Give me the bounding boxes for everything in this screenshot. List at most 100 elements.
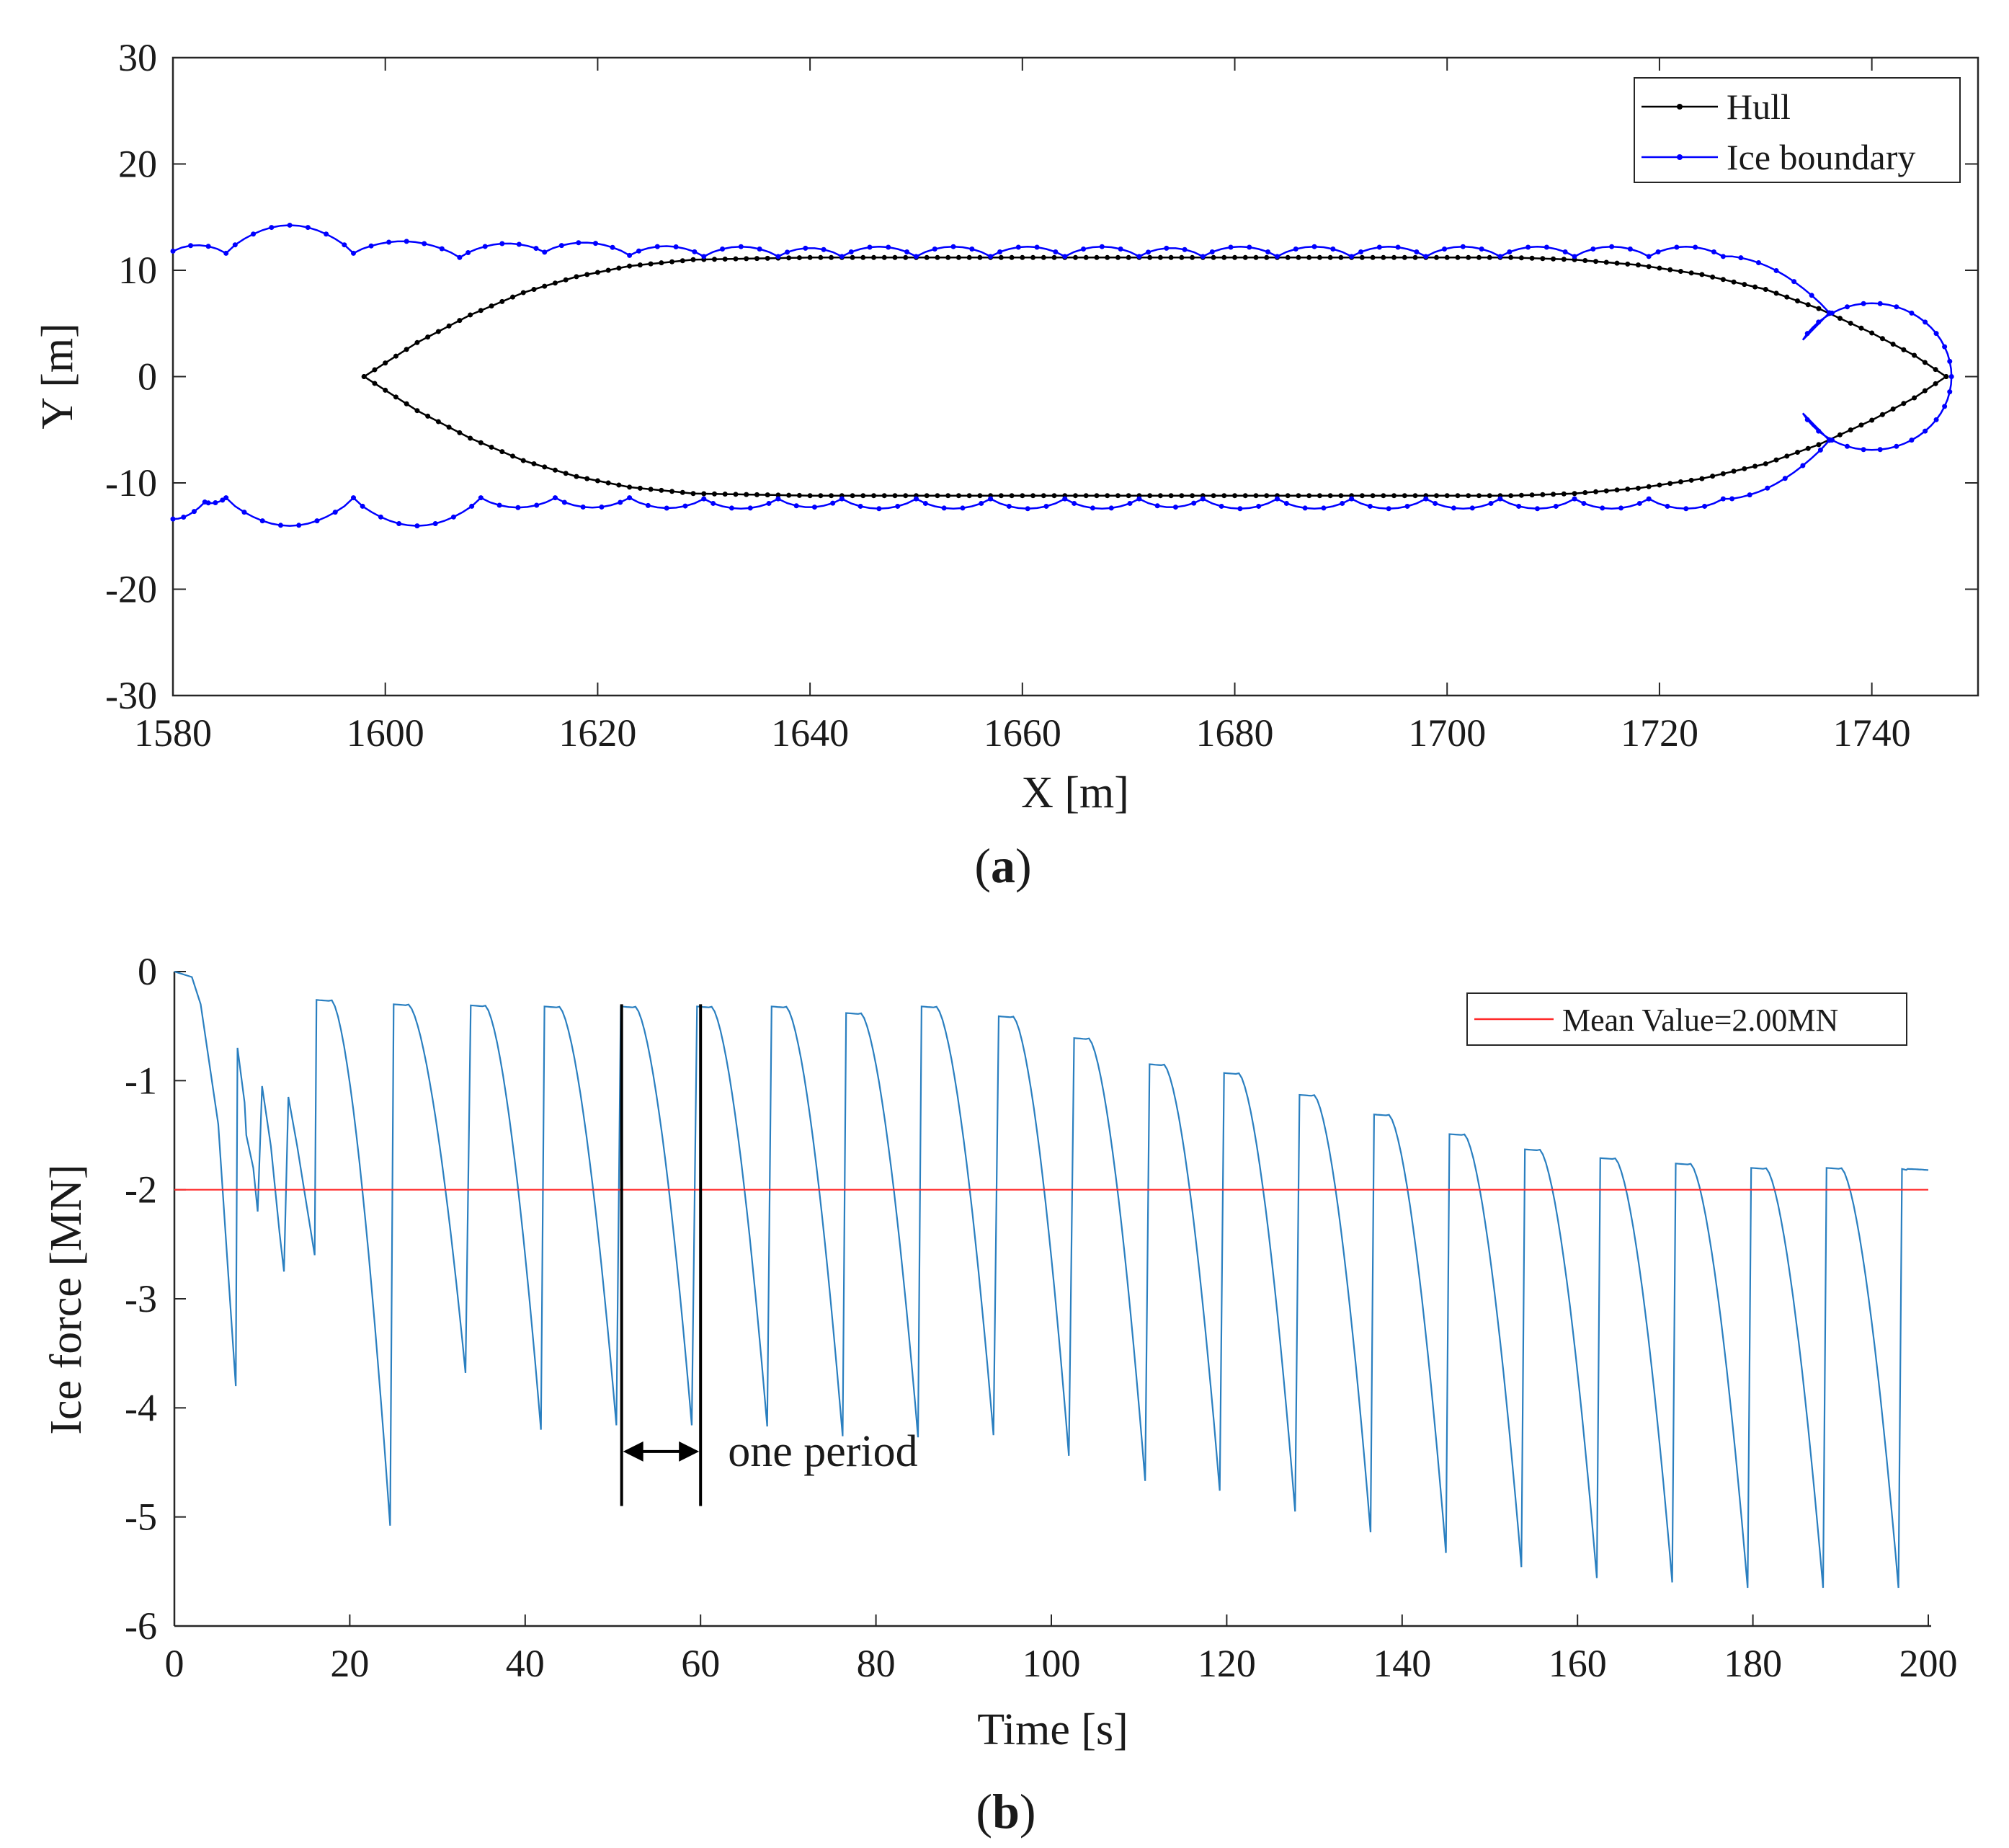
hull-marker [1391, 254, 1397, 260]
panel-a-legend-box [1634, 77, 1961, 183]
ice-boundary-marker [1256, 503, 1262, 509]
ice-boundary-marker [1146, 249, 1152, 255]
hull-marker [1858, 325, 1864, 331]
x-tick-label: 200 [1899, 1642, 1958, 1685]
hull-marker [1179, 493, 1185, 499]
ice-boundary-marker [1534, 506, 1540, 512]
hull-marker [1359, 493, 1365, 499]
ice-boundary-marker [1844, 304, 1850, 310]
hull-marker [1242, 493, 1248, 499]
ice-boundary-marker [960, 505, 966, 511]
hull-marker [605, 480, 611, 486]
hull-marker [1381, 493, 1386, 499]
hull-marker [1710, 274, 1716, 280]
hull-marker [659, 260, 664, 266]
ice-boundary-marker [1154, 503, 1160, 509]
ice-boundary-marker [1191, 500, 1197, 506]
hull-marker [627, 263, 633, 269]
ice-boundary-marker [1861, 301, 1866, 306]
ice-boundary-marker [757, 246, 762, 252]
hull-marker [1327, 493, 1333, 499]
hull-marker [1699, 272, 1705, 277]
ice-boundary-marker [766, 500, 772, 506]
ice-boundary-marker [1894, 304, 1899, 310]
ice-boundary-marker [1423, 496, 1429, 502]
hull-marker [701, 491, 707, 497]
hull-marker [1412, 254, 1418, 260]
ice-boundary-marker [1646, 254, 1652, 259]
ice-boundary-marker [1590, 246, 1596, 252]
ice-boundary-marker [1164, 245, 1170, 251]
hull-marker [892, 493, 898, 499]
ice-boundary-marker [1894, 443, 1899, 449]
ice-boundary-marker [1627, 246, 1633, 252]
hull-marker [977, 254, 983, 260]
ice-boundary-marker [1827, 437, 1832, 443]
ice-boundary-marker [1293, 246, 1298, 252]
ice-boundary-marker [1062, 254, 1068, 259]
hull-marker [1773, 290, 1779, 296]
hull-marker [1232, 254, 1238, 260]
ice-boundary-marker [439, 246, 445, 252]
ice-boundary-marker [1274, 496, 1280, 502]
ice-boundary-marker [269, 225, 275, 231]
y-tick-label: -30 [105, 674, 157, 717]
ice-boundary-marker [1081, 246, 1087, 252]
hull-marker [1614, 260, 1620, 266]
hull-marker [1688, 477, 1694, 483]
ice-boundary-marker [1367, 503, 1373, 509]
hull-marker [404, 347, 409, 352]
hull-marker [1211, 493, 1216, 499]
hull-marker [1487, 254, 1492, 260]
ice-boundary-marker [1942, 404, 1948, 409]
ice-boundary-marker [1711, 249, 1716, 255]
ice-boundary-marker [645, 502, 651, 508]
hull-marker [520, 458, 526, 463]
ice-boundary-marker [287, 222, 293, 228]
hull-marker [1720, 277, 1726, 283]
hull-marker [956, 254, 961, 260]
ice-boundary-marker [232, 242, 238, 248]
hull-marker [1625, 487, 1631, 492]
hull-marker [1752, 463, 1758, 469]
ice-boundary-marker [988, 254, 994, 259]
panel-b-label: (b) [976, 1784, 1035, 1839]
ice-boundary-marker [1933, 417, 1939, 422]
ice-boundary-marker [701, 496, 707, 502]
ice-boundary-marker [1817, 447, 1823, 453]
hull-marker [1933, 381, 1938, 386]
ice-boundary-marker [1460, 244, 1466, 249]
hull-marker [1115, 254, 1121, 260]
ice-boundary-marker [1200, 254, 1206, 259]
hull-marker [1625, 261, 1631, 267]
ice-boundary-marker [1479, 246, 1484, 252]
ice-boundary-marker [775, 496, 781, 502]
ice-boundary-marker [895, 503, 901, 509]
x-tick-label: 40 [506, 1642, 545, 1685]
hull-marker [1030, 254, 1036, 260]
ice-boundary-marker [1773, 267, 1779, 273]
one-period-label: one period [728, 1427, 917, 1476]
x-tick-label: 120 [1198, 1642, 1256, 1685]
hull-marker [468, 312, 473, 318]
ice-boundary-marker [692, 249, 698, 254]
hull-marker [1157, 254, 1163, 260]
ice-boundary-marker [378, 514, 383, 520]
ice-boundary-marker [181, 514, 187, 520]
ice-boundary-marker [1062, 496, 1068, 502]
ice-boundary-marker [432, 520, 438, 526]
hull-marker [1943, 374, 1949, 379]
ice-boundary-marker [1118, 246, 1123, 252]
ice-boundary-marker [1553, 503, 1559, 509]
ice-boundary-marker [1136, 496, 1142, 502]
panel-a-series [170, 222, 1954, 529]
hull-marker [1317, 493, 1322, 499]
ice-boundary-marker [1283, 500, 1289, 506]
hull-marker [1242, 254, 1248, 260]
ice-boundary-marker [599, 504, 605, 510]
hull-marker [1752, 284, 1758, 290]
ice-boundary-marker [1562, 249, 1568, 255]
hull-marker [1837, 432, 1843, 437]
hull-marker [616, 482, 622, 488]
ice-boundary-marker [1655, 249, 1661, 255]
